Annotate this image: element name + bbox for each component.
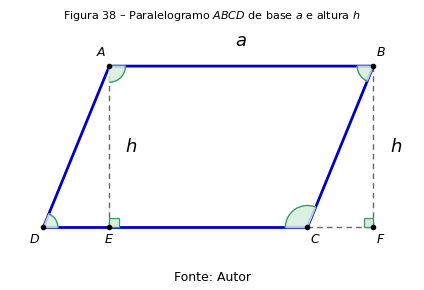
Polygon shape [109, 218, 119, 227]
Polygon shape [109, 66, 126, 82]
Text: Figura 38 – Paralelogramo $ABCD$ de base $a$ e altura $h$: Figura 38 – Paralelogramo $ABCD$ de base… [63, 9, 361, 23]
Text: $D$: $D$ [29, 233, 40, 246]
Text: $A$: $A$ [96, 46, 106, 59]
Text: $C$: $C$ [310, 233, 321, 246]
Text: $a$: $a$ [235, 32, 247, 50]
Text: $F$: $F$ [377, 233, 386, 246]
Polygon shape [43, 214, 58, 227]
Text: $h$: $h$ [390, 138, 402, 156]
Polygon shape [364, 218, 374, 227]
Text: $E$: $E$ [104, 233, 114, 246]
Text: $h$: $h$ [126, 138, 138, 156]
Text: Fonte: Autor: Fonte: Autor [173, 271, 251, 284]
Polygon shape [285, 206, 316, 227]
Polygon shape [357, 66, 374, 81]
Text: $B$: $B$ [377, 46, 386, 59]
